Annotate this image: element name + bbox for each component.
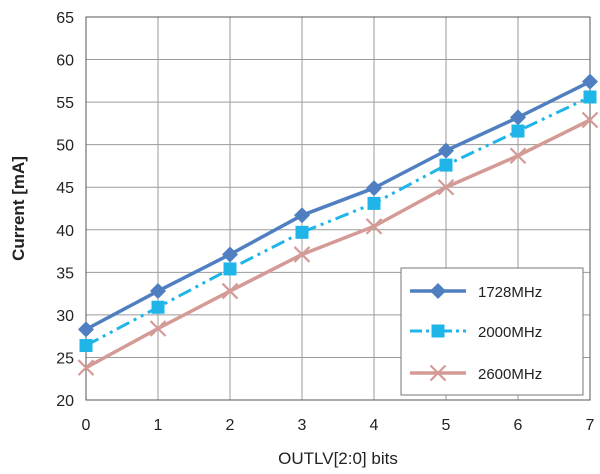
y-tick-label: 65 [56, 10, 74, 27]
y-axis-ticks: 20 25 30 35 40 45 50 55 60 65 [56, 10, 74, 410]
data-point [581, 111, 599, 129]
data-point [365, 218, 383, 235]
y-tick-label: 50 [56, 138, 74, 155]
y-tick-label: 45 [56, 180, 74, 197]
series-2000MHz [79, 90, 597, 353]
series-line [85, 80, 591, 331]
legend-marker [431, 324, 445, 338]
data-point [221, 282, 239, 300]
series-line [85, 118, 591, 370]
data-point [223, 262, 237, 276]
series-2600MHz [77, 111, 599, 376]
data-point [151, 300, 165, 314]
legend-marker [430, 283, 446, 299]
x-tick-label: 7 [586, 417, 595, 434]
legend-label: 2000MHz [478, 324, 542, 341]
data-point [79, 339, 93, 353]
x-tick-label: 0 [82, 417, 91, 434]
x-tick-label: 3 [298, 417, 307, 434]
series-group [77, 73, 599, 376]
series-1728MHz [78, 73, 598, 338]
data-point [293, 246, 311, 263]
legend-item: 2600MHz [410, 364, 542, 383]
data-point [367, 196, 381, 210]
y-tick-label: 30 [56, 308, 74, 325]
data-point [77, 359, 95, 376]
data-point [294, 207, 310, 224]
y-tick-label: 35 [56, 265, 74, 282]
y-tick-label: 60 [56, 53, 74, 70]
y-tick-label: 55 [56, 95, 74, 112]
data-point [583, 90, 597, 104]
data-point [295, 225, 309, 239]
data-point [582, 73, 598, 90]
data-point [439, 158, 453, 172]
data-point [149, 320, 167, 337]
x-axis-label: OUTLV[2:0] bits [278, 449, 398, 468]
y-tick-label: 20 [56, 393, 74, 410]
data-point [510, 109, 526, 126]
data-point [150, 283, 166, 300]
data-point [511, 124, 525, 138]
data-point [78, 321, 94, 338]
data-point [222, 246, 238, 263]
data-point [509, 147, 527, 165]
legend-item: 1728MHz [410, 283, 542, 301]
data-point [437, 178, 455, 196]
series-line [85, 95, 591, 347]
y-tick-label: 25 [56, 350, 74, 367]
legend-label: 2600MHz [478, 366, 542, 383]
legend: 1728MHz 2000MHz 2600MHz [400, 267, 584, 396]
x-tick-label: 5 [442, 417, 451, 434]
legend-label: 1728MHz [478, 284, 542, 301]
x-tick-label: 2 [226, 417, 235, 434]
legend-marker [429, 364, 447, 382]
y-axis-label: Current [mA] [9, 156, 28, 261]
y-tick-label: 40 [56, 223, 74, 240]
x-tick-label: 4 [370, 417, 379, 434]
data-point [438, 142, 454, 159]
data-point [366, 180, 382, 197]
plot-frame [85, 16, 591, 401]
x-axis-ticks: 0 1 2 3 4 5 6 7 [82, 417, 595, 434]
legend-item: 2000MHz [410, 324, 542, 341]
x-tick-label: 6 [514, 417, 523, 434]
x-tick-label: 1 [154, 417, 163, 434]
